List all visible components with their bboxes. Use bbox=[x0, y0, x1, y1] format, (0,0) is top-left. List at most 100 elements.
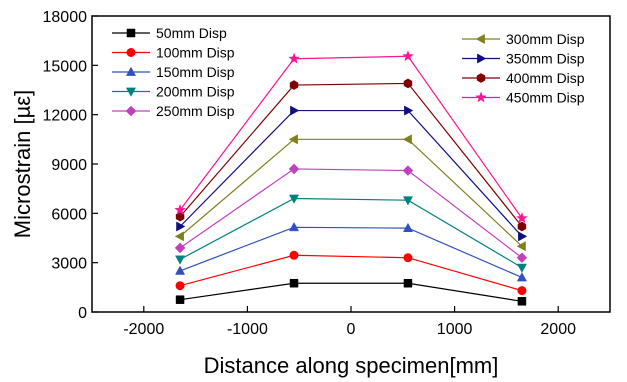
legend-marker bbox=[125, 66, 137, 76]
data-point bbox=[516, 241, 526, 252]
data-point bbox=[402, 196, 414, 206]
legend-marker bbox=[126, 28, 136, 38]
x-tick-label: -2000 bbox=[123, 321, 164, 338]
legend-marker bbox=[126, 48, 136, 57]
legend-item: 200mm Disp bbox=[112, 84, 235, 100]
series-150mm-disp bbox=[175, 221, 527, 282]
x-tick-label: 2000 bbox=[540, 321, 576, 338]
legend-label: 450mm Disp bbox=[506, 90, 585, 106]
data-point bbox=[402, 222, 414, 232]
y-tick-label: 15000 bbox=[43, 58, 88, 75]
series-50mm-disp bbox=[175, 278, 527, 306]
data-point bbox=[403, 78, 413, 89]
legend-item: 400mm Disp bbox=[462, 70, 585, 86]
y-tick-label: 9000 bbox=[51, 157, 87, 174]
data-point bbox=[175, 255, 186, 265]
series-line bbox=[179, 254, 523, 292]
legend-marker bbox=[477, 53, 487, 64]
legend-label: 300mm Disp bbox=[506, 31, 585, 47]
x-tick-label: -1000 bbox=[227, 321, 268, 338]
series-line bbox=[179, 226, 523, 279]
series-line bbox=[179, 109, 523, 237]
data-point bbox=[404, 105, 414, 116]
data-point bbox=[517, 286, 527, 296]
data-point bbox=[402, 50, 414, 62]
data-point bbox=[402, 165, 414, 176]
data-point bbox=[175, 281, 185, 291]
data-point bbox=[403, 253, 413, 263]
legend-item: 300mm Disp bbox=[462, 31, 585, 47]
series-line bbox=[179, 282, 523, 302]
series-line bbox=[179, 82, 523, 227]
data-point bbox=[289, 80, 299, 90]
data-point bbox=[289, 250, 299, 260]
data-point bbox=[517, 221, 527, 232]
legend-marker bbox=[475, 33, 485, 45]
x-axis-title: Distance along specimen[mm] bbox=[204, 353, 499, 378]
data-point bbox=[516, 272, 527, 282]
series-line bbox=[179, 138, 523, 247]
data-point bbox=[517, 297, 527, 306]
y-tick-label: 0 bbox=[78, 305, 87, 322]
data-point bbox=[516, 252, 528, 264]
data-point bbox=[288, 163, 300, 175]
y-tick-label: 18000 bbox=[43, 9, 88, 26]
legend-label: 100mm Disp bbox=[156, 45, 235, 61]
series-200mm-disp bbox=[175, 194, 527, 273]
legend-item: 250mm Disp bbox=[112, 103, 235, 119]
legend-marker bbox=[125, 87, 137, 97]
y-axis-title: Microstrain [µε] bbox=[10, 90, 35, 238]
series-250mm-disp bbox=[174, 163, 528, 264]
y-tick-label: 6000 bbox=[51, 206, 87, 223]
legend-label: 150mm Disp bbox=[156, 64, 235, 80]
data-point bbox=[176, 221, 186, 232]
data-point bbox=[174, 242, 186, 254]
data-point bbox=[516, 212, 528, 224]
series-line bbox=[179, 55, 523, 219]
legend-marker bbox=[475, 91, 487, 103]
data-point bbox=[288, 134, 298, 145]
data-point bbox=[516, 263, 527, 273]
series-450mm-disp bbox=[174, 50, 528, 224]
data-point bbox=[518, 231, 528, 242]
data-point bbox=[290, 105, 300, 116]
series-300mm-disp bbox=[174, 134, 526, 252]
legend-marker bbox=[476, 73, 486, 83]
data-point bbox=[289, 278, 299, 288]
data-point bbox=[174, 231, 184, 242]
series-layer bbox=[174, 50, 528, 306]
legend-layer: 50mm Disp 100mm Disp 150mm Disp 200mm Disp 2… bbox=[112, 25, 585, 119]
legend-label: 50mm Disp bbox=[156, 25, 227, 41]
data-point bbox=[175, 265, 186, 275]
data-point bbox=[175, 295, 185, 304]
data-point bbox=[403, 278, 413, 288]
series-100mm-disp bbox=[175, 250, 527, 296]
x-tick-label: 1000 bbox=[437, 321, 473, 338]
series-400mm-disp bbox=[175, 78, 527, 232]
ticks-layer: -2000 -1000 0 1000 2000 0 3000 6000 9000 12000 150… bbox=[43, 9, 577, 338]
legend-label: 250mm Disp bbox=[156, 103, 235, 119]
legend-label: 400mm Disp bbox=[506, 70, 585, 86]
data-point bbox=[175, 211, 185, 222]
legend-marker bbox=[125, 105, 137, 117]
series-350mm-disp bbox=[176, 105, 528, 242]
data-point bbox=[288, 52, 300, 64]
y-tick-label: 12000 bbox=[43, 108, 88, 125]
series-line bbox=[179, 197, 523, 269]
y-tick-label: 3000 bbox=[51, 256, 87, 273]
data-point bbox=[288, 221, 300, 232]
data-point bbox=[288, 194, 300, 204]
series-line bbox=[179, 168, 523, 259]
legend-item: 450mm Disp bbox=[462, 90, 585, 106]
legend-item: 100mm Disp bbox=[112, 45, 235, 61]
legend-label: 200mm Disp bbox=[156, 84, 235, 100]
legend-item: 50mm Disp bbox=[112, 25, 227, 41]
x-tick-label: 0 bbox=[347, 321, 356, 338]
legend-label: 350mm Disp bbox=[506, 51, 585, 67]
legend-item: 150mm Disp bbox=[112, 64, 235, 80]
legend-item: 350mm Disp bbox=[462, 51, 585, 67]
data-point bbox=[402, 134, 412, 145]
data-point bbox=[174, 203, 186, 216]
